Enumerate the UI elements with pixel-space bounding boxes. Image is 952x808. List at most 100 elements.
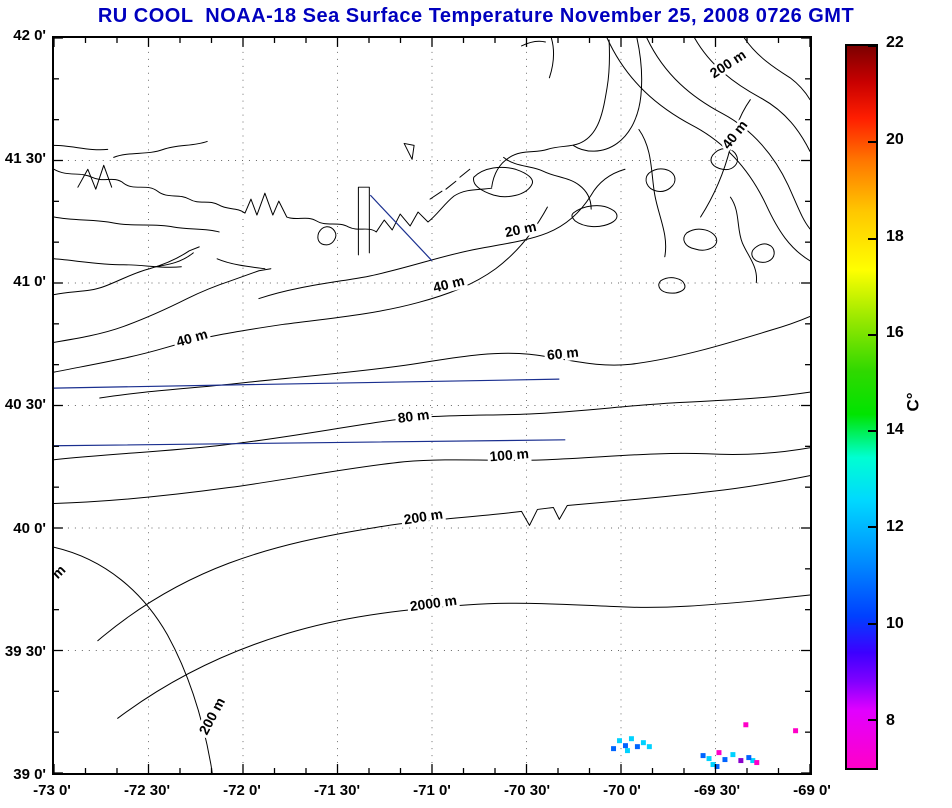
contour-label-40m-west: 40 m (174, 325, 209, 349)
y-tick-label: 42 0' (13, 27, 46, 44)
sst-pixels-cyan (617, 736, 756, 768)
colorbar-tick-label: 8 (886, 712, 895, 729)
contour-label-40m-mid: 40 m (431, 272, 466, 295)
y-tick-label: 40 30' (4, 396, 46, 413)
nantucket-shoals-1 (645, 168, 676, 192)
colorbar-tick (868, 237, 876, 240)
sst-pixel (634, 744, 640, 750)
sst-pixel (624, 748, 630, 754)
x-tick-label: -73 0' (33, 782, 71, 799)
figure-title: RU COOL NOAA-18 Sea Surface Temperature … (97, 5, 855, 27)
sst-pixel (730, 752, 736, 758)
cape-cod-bay-inner (503, 156, 592, 210)
marthas-vineyard (473, 166, 533, 198)
sst-pixel (754, 760, 760, 766)
contour-200m-northeast-2 (646, 38, 810, 230)
cape-cod-outer-arm (572, 38, 643, 152)
colorbar-tick-label: 20 (886, 131, 904, 148)
colorbar-tick (868, 718, 876, 721)
contour-2000m (117, 594, 810, 719)
sst-pixel (738, 758, 744, 764)
artifact-rectangle (357, 186, 370, 256)
colorbar-tick (868, 622, 876, 625)
colorbar-tick (868, 333, 876, 336)
colorbar-gradient (847, 45, 876, 768)
contour-label-80m: 80 m (397, 406, 430, 426)
sst-pixel (722, 757, 728, 763)
sst-pixel (622, 743, 628, 749)
front-line-upper (54, 378, 560, 389)
contour-20m (258, 168, 626, 300)
artifact-arrow (403, 142, 415, 160)
coast-left-edge (54, 144, 109, 151)
y-tick-label: 41 30' (4, 150, 46, 167)
nantucket-shoals-6 (729, 196, 757, 284)
colorbar-tick (868, 526, 876, 529)
sst-pixel (714, 764, 720, 770)
front-lines (54, 194, 566, 447)
coast-sound-inner2 (54, 258, 182, 268)
sst-pixel (611, 746, 617, 752)
elizabeth-islands (429, 168, 471, 200)
contour-60m (99, 315, 810, 399)
cape-cod-top-cut (521, 38, 555, 79)
nantucket-shoals-5 (638, 129, 667, 258)
x-tick-label: -69 30' (693, 782, 741, 799)
sst-pixels-magenta (716, 722, 799, 766)
sst-pixel (743, 722, 749, 728)
contour-label-200m-shelf: 200 m (403, 505, 444, 527)
coast-sound-inner (54, 216, 220, 233)
y-tick-label: 39 0' (13, 766, 46, 783)
sst-pixels-purple (738, 758, 744, 764)
sst-pixel (617, 738, 622, 744)
contour-40m-east (700, 99, 751, 218)
contour-label-20m: 20 m (503, 218, 537, 240)
x-tick-label: -71 30' (313, 782, 361, 799)
colorbar-tick-label: 22 (886, 34, 904, 51)
sst-pixel (750, 758, 756, 764)
contour-80m (54, 391, 810, 461)
coast-connecticut-rhode-island (54, 168, 493, 233)
colorbar-tick-label: 18 (886, 228, 904, 245)
coast-northwest-detail (113, 140, 208, 158)
colorbar-tick-label: 10 (886, 615, 904, 632)
nantucket-shoals-4 (710, 148, 738, 171)
sst-pixel (640, 740, 646, 746)
contour-label-100m: 100 m (489, 445, 530, 464)
nantucket (571, 205, 618, 228)
x-tick-label: -70 30' (503, 782, 551, 799)
block-island (317, 226, 337, 246)
map-plot: 20 m 40 m 40 m 40 m 60 m 80 m 100 m 200 … (52, 36, 812, 775)
colorbar (845, 44, 878, 770)
long-island-north-fork (54, 246, 200, 296)
peconic-bay (154, 252, 266, 270)
x-tick-label: -69 0' (793, 782, 831, 799)
front-line-lower (54, 439, 566, 447)
sst-pixel (700, 753, 706, 759)
colorbar-tick (868, 430, 876, 433)
colorbar-tick-label: 14 (886, 421, 904, 438)
cape-cod-upper (491, 39, 610, 188)
grid-lines (54, 38, 810, 773)
nantucket-shoals-7 (751, 243, 775, 263)
sst-pixel (706, 756, 712, 762)
contour-label-40m-east: 40 m (718, 117, 750, 152)
contour-labels: 20 m 40 m 40 m 40 m 60 m 80 m 100 m 200 … (54, 43, 753, 740)
axis-ticks (54, 38, 810, 773)
sst-pixel (710, 762, 716, 768)
y-tick-label: 40 0' (13, 520, 46, 537)
nantucket-shoals-2 (683, 228, 718, 251)
coastline-contours (54, 38, 775, 343)
sst-pixel (716, 750, 722, 756)
contour-label-clipped-m: m (54, 562, 68, 582)
contour-200m-shelf (97, 475, 810, 642)
contour-200m-northeast-4 (743, 38, 810, 101)
contour-40m-west (54, 206, 548, 373)
y-tick-label: 41 0' (13, 273, 46, 290)
colorbar-tick-label: 16 (886, 324, 904, 341)
x-tick-label: -70 0' (603, 782, 641, 799)
contour-label-60m: 60 m (546, 344, 579, 363)
sst-pixel (628, 736, 634, 742)
y-tick-label: 39 30' (4, 643, 46, 660)
